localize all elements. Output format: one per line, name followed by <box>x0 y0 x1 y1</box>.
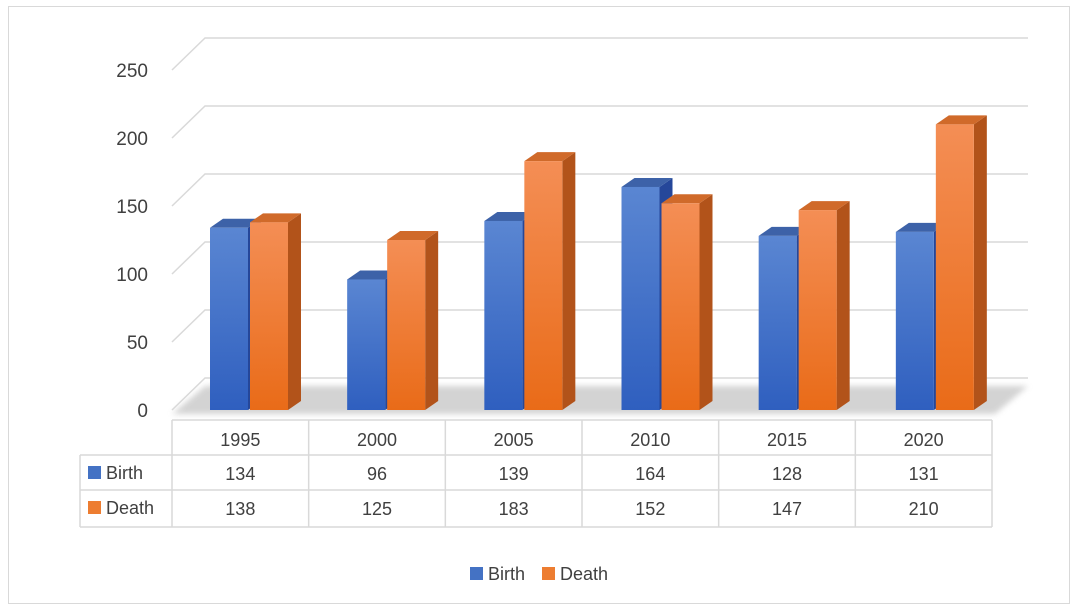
table-value-cell: 138 <box>225 499 255 519</box>
table-row-label: Death <box>106 498 154 518</box>
table-header-cell: 1995 <box>220 430 260 450</box>
y-tick-label: 50 <box>127 333 148 354</box>
y-tick-label: 250 <box>116 61 148 82</box>
bar-front-face <box>347 279 386 410</box>
bar-front-face <box>895 231 934 410</box>
table-value-cell: 147 <box>772 499 802 519</box>
gridline <box>171 241 1028 275</box>
legend-swatch <box>542 567 555 580</box>
table-value-cell: 128 <box>772 464 802 484</box>
bar-death-2000 <box>387 231 439 410</box>
table-header-cell: 2020 <box>904 430 944 450</box>
bar-top-face <box>250 213 301 223</box>
legend-label: Death <box>560 564 608 584</box>
y-tick-label: 200 <box>116 129 148 150</box>
bar-front-face <box>935 124 974 411</box>
bar-front-face <box>387 240 426 410</box>
legend-item-birth[interactable]: Birth <box>470 564 525 584</box>
bar-top-face <box>347 270 399 280</box>
table-header-cell: 2015 <box>767 430 807 450</box>
bar-front-face <box>210 227 248 410</box>
bar-front-face <box>758 235 797 410</box>
table-value-cell: 139 <box>499 464 529 484</box>
bar-front-face <box>621 186 660 410</box>
bar-death-2020 <box>935 115 987 411</box>
bar-top-face <box>895 222 947 232</box>
bar-front-face <box>484 220 523 410</box>
legend-label: Birth <box>488 564 525 584</box>
table-legend-key <box>88 466 101 479</box>
bar-side-face <box>699 194 713 410</box>
legend-item-death[interactable]: Death <box>542 564 608 584</box>
bar-top-face <box>758 226 810 236</box>
table-value-cell: 164 <box>635 464 665 484</box>
bar-top-face <box>798 201 850 211</box>
table-header-cell: 2005 <box>494 430 534 450</box>
gridline <box>171 309 1028 343</box>
bar-top-face <box>484 211 536 221</box>
bar-side-face <box>973 115 987 411</box>
table-value-cell: 96 <box>367 464 387 484</box>
bar-top-face <box>524 152 576 162</box>
table-value-cell: 125 <box>362 499 392 519</box>
y-axis: 0 50 100 150 200 250 <box>116 61 148 422</box>
table-row-label: Birth <box>106 463 143 483</box>
y-tick-label: 100 <box>116 265 148 286</box>
bar-death-2015 <box>798 201 850 410</box>
data-table: 1995 2000 2005 2010 2015 2020 Birth 134 96 139 164… <box>79 419 993 528</box>
bar-death-1995 <box>250 213 301 410</box>
bar-top-face <box>621 177 673 187</box>
table-header-cell: 2010 <box>630 430 670 450</box>
bar-side-face <box>425 231 439 410</box>
bar-front-face <box>524 161 563 410</box>
y-tick-label: 0 <box>137 401 148 422</box>
gridline <box>171 105 1028 139</box>
table-value-cell: 210 <box>909 499 939 519</box>
table-header-cell: 2000 <box>357 430 397 450</box>
bar-top-face <box>661 194 713 204</box>
table-legend-key <box>88 501 101 514</box>
gridline <box>171 377 1028 411</box>
y-tick-label: 150 <box>116 197 148 218</box>
bar-front-face <box>250 222 288 410</box>
bar-top-face <box>935 115 987 125</box>
bar-death-2005 <box>524 152 576 410</box>
bar-top-face <box>387 231 439 240</box>
legend: Birth Death <box>470 564 608 584</box>
gridline <box>171 37 1028 71</box>
table-value-cell: 131 <box>909 464 939 484</box>
bar-front-face <box>661 203 700 410</box>
legend-swatch <box>470 567 483 580</box>
bar-side-face <box>562 152 576 410</box>
bar-death-2010 <box>661 194 713 410</box>
gridline <box>171 173 1028 207</box>
bars <box>210 115 987 411</box>
table-value-cell: 183 <box>499 499 529 519</box>
table-value-cell: 134 <box>225 464 255 484</box>
bar-side-face <box>836 201 850 410</box>
table-value-cell: 152 <box>635 499 665 519</box>
bar-side-face <box>288 213 301 410</box>
bar-front-face <box>798 210 837 410</box>
bar-top-face <box>210 218 261 228</box>
